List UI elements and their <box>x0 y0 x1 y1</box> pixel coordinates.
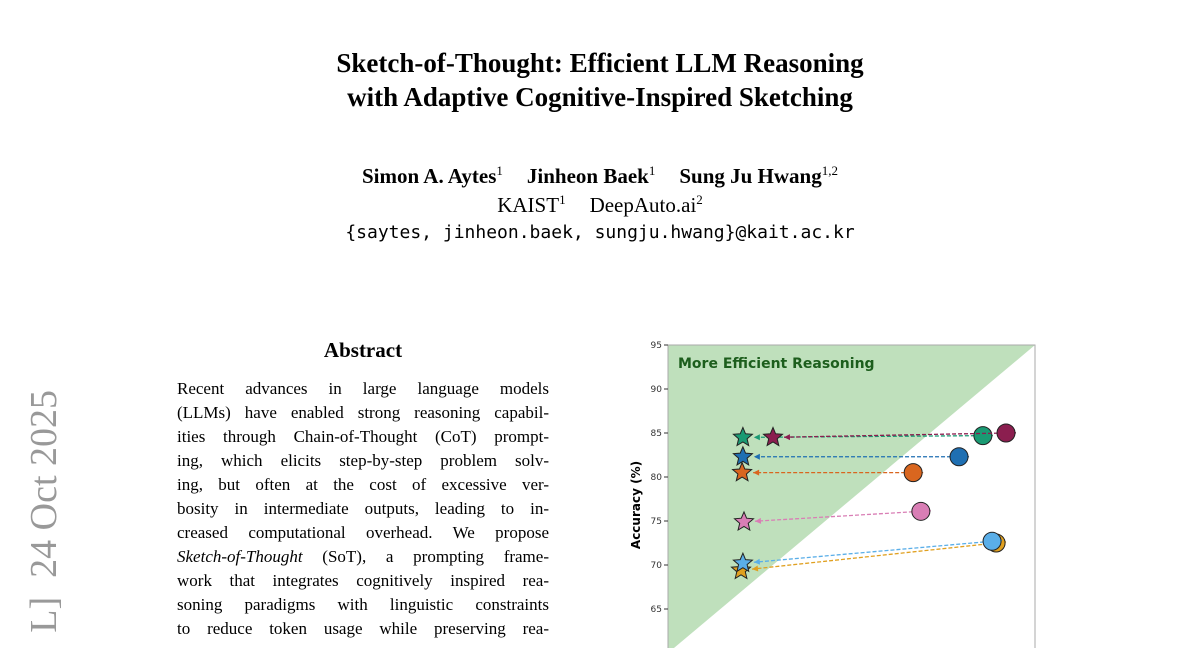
arrow-head <box>754 517 762 524</box>
title-line: with Adaptive Cognitive-Inspired Sketchi… <box>347 82 853 112</box>
y-tick-label: 80 <box>651 473 663 483</box>
abstract-line: (LLMs) have enabled strong reasoning cap… <box>177 403 549 422</box>
affiliation-sup: 1 <box>559 192 566 207</box>
arrow-head <box>753 453 760 460</box>
abstract-line: Sketch-of-Thought (SoT), a prompting fra… <box>177 545 549 569</box>
arrow-head <box>753 469 760 476</box>
cot-point <box>982 531 1002 551</box>
y-axis-label: Accuracy (%) <box>629 461 643 549</box>
cot-point <box>973 426 993 446</box>
author-name: Simon A. Aytes <box>362 164 497 188</box>
y-tick-label: 85 <box>651 429 662 439</box>
arrow-head <box>751 565 759 572</box>
cot-point <box>903 463 923 483</box>
abstract-line: bosity in intermediate outputs, leading … <box>177 499 549 518</box>
affiliation: DeepAuto.ai2 <box>589 192 703 217</box>
abstract-italic: Sketch-of-Thought <box>177 547 303 566</box>
author-name: Jinheon Baek <box>526 164 649 188</box>
cot-point <box>911 501 931 521</box>
cot-point <box>996 423 1016 443</box>
sot-point <box>762 426 784 447</box>
abstract-line: work that integrates cognitively inspire… <box>177 571 549 590</box>
abstract-line: to reduce token usage while preserving r… <box>177 619 549 638</box>
affiliations: KAIST1 DeepAuto.ai2 <box>0 192 1200 218</box>
y-tick-label: 70 <box>651 561 663 571</box>
arrow <box>754 510 931 522</box>
plot-frame <box>667 344 1036 648</box>
abstract-line: Recent advances in large language models <box>177 379 549 398</box>
author: Jinheon Baek1 <box>526 163 656 188</box>
y-tick-label: 75 <box>651 517 662 527</box>
author-sup: 1 <box>648 163 656 178</box>
affiliation-name: KAIST <box>497 193 560 217</box>
abstract-line: creased computational overhead. We propo… <box>177 523 549 542</box>
author-sup: 1,2 <box>821 163 838 178</box>
arrow <box>751 541 1007 570</box>
figure: 6065707580859095Accuracy (%)More Efficie… <box>629 341 1036 648</box>
arrow <box>783 432 1017 438</box>
abstract: Recent advances in large language models… <box>177 377 549 641</box>
cot-point <box>949 447 969 467</box>
author: Sung Ju Hwang1,2 <box>679 163 838 188</box>
sot-point <box>732 426 754 447</box>
abstract-line: ities through Chain-of-Thought (CoT) pro… <box>177 427 549 446</box>
arrow-head <box>783 434 791 441</box>
sot-point <box>732 445 754 466</box>
efficient-region <box>668 345 1035 648</box>
sot-point <box>733 510 755 532</box>
author: Simon A. Aytes1 <box>362 163 503 188</box>
annotation: More Efficient Reasoning <box>678 356 875 372</box>
abstract-text: (SoT), a prompting frame- <box>302 547 549 566</box>
abstract-line: ing, but often at the cost of excessive … <box>177 475 549 494</box>
arrow <box>753 539 1003 563</box>
author-name: Sung Ju Hwang <box>679 164 822 188</box>
sot-point <box>732 551 754 573</box>
y-tick-label: 95 <box>651 341 662 351</box>
arrow-head <box>753 434 760 441</box>
sot-point <box>731 461 753 482</box>
arxiv-stamp: L] 24 Oct 2025 <box>23 390 65 633</box>
abstract-line: soning paradigms with linguistic constra… <box>177 595 549 614</box>
affiliation: KAIST1 <box>497 192 566 217</box>
affiliation-sup: 2 <box>696 192 703 207</box>
title-line: Sketch-of-Thought: Efficient LLM Reasoni… <box>336 48 864 78</box>
y-tick-label: 65 <box>651 605 662 615</box>
author-sup: 1 <box>496 163 503 178</box>
abstract-line: ing, which elicits step-by-step problem … <box>177 451 549 470</box>
email: {saytes, jinheon.baek, sungju.hwang}@kai… <box>345 222 855 243</box>
affiliation-name: DeepAuto.ai <box>589 193 697 217</box>
arrow-head <box>753 558 761 565</box>
authors: Simon A. Aytes1 Jinheon Baek1 Sung Ju Hwan… <box>0 163 1200 189</box>
y-tick-label: 90 <box>651 385 663 395</box>
abstract-heading: Abstract <box>323 338 403 362</box>
